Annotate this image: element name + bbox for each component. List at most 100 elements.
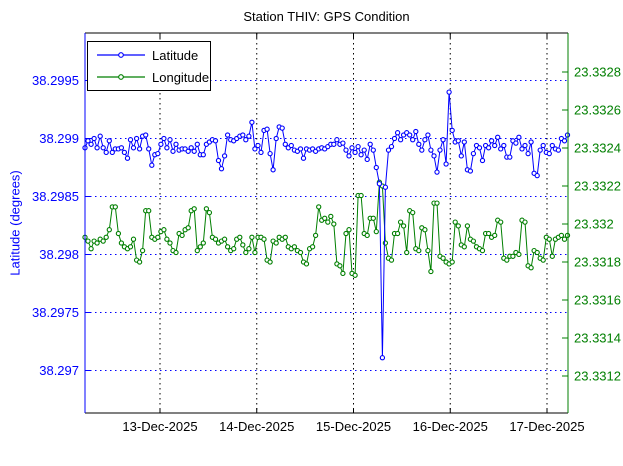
latitude-marker: [349, 145, 355, 151]
latitude-marker: [458, 153, 464, 159]
latitude-marker: [528, 139, 534, 145]
legend-item-longitude: Longitude: [96, 70, 210, 85]
latitude-marker: [501, 142, 507, 149]
longitude-marker: [479, 247, 486, 254]
longitude-marker: [337, 263, 343, 269]
longitude-marker: [237, 234, 243, 240]
latitude-marker: [449, 127, 455, 134]
latitude-marker: [264, 126, 270, 132]
latitude-marker: [388, 143, 395, 150]
latitude-marker: [419, 147, 425, 153]
latitude-marker: [425, 132, 431, 138]
latitude-marker: [361, 147, 367, 153]
right-tick-label: 23.3312: [574, 369, 621, 384]
latitude-marker: [218, 166, 225, 172]
longitude-marker: [252, 249, 258, 256]
longitude-marker: [528, 265, 534, 271]
longitude-marker: [297, 249, 304, 256]
latitude-marker: [540, 142, 546, 149]
longitude-marker: [400, 223, 407, 229]
latitude-marker: [94, 145, 100, 151]
longitude-marker: [212, 236, 219, 242]
latitude-marker: [212, 138, 219, 144]
latitude-marker: [428, 147, 434, 153]
longitude-marker: [249, 234, 255, 240]
right-tick-labels: 23.3328 23.3326 23.3324 23.3322 23.332 23.331…: [562, 65, 621, 384]
longitude-marker: [155, 234, 161, 240]
latitude-marker: [410, 137, 416, 143]
latitude-marker: [240, 132, 246, 138]
latitude-marker: [485, 145, 492, 151]
latitude-marker: [555, 147, 562, 153]
latitude-marker: [252, 146, 258, 152]
latitude-marker: [422, 137, 428, 143]
latitude-marker: [394, 130, 401, 136]
longitude-marker: [322, 215, 328, 221]
chart-title: Station THIV: GPS Condition: [243, 9, 410, 24]
latitude-marker: [297, 146, 304, 152]
longitude-marker: [370, 215, 376, 221]
latitude-marker: [397, 137, 404, 143]
longitude-marker: [224, 244, 231, 250]
longitude-marker: [194, 247, 200, 254]
latitude-marker: [88, 141, 94, 147]
latitude-marker: [173, 141, 179, 147]
right-tick-label: 23.3326: [574, 103, 621, 118]
longitude-marker: [312, 232, 319, 239]
longitude-marker: [558, 232, 565, 239]
latitude-marker: [200, 152, 206, 158]
longitude-marker: [516, 251, 522, 258]
latitude-marker: [164, 145, 170, 151]
longitude-marker: [440, 255, 446, 261]
longitude-line-sample-icon: [97, 74, 145, 80]
latitude-marker: [546, 150, 552, 157]
latitude-marker: [498, 146, 504, 152]
left-tick-label: 38.297: [39, 363, 79, 378]
longitude-marker: [267, 259, 273, 265]
latitude-marker: [97, 133, 103, 139]
longitude-marker: [291, 244, 298, 250]
longitude-marker: [231, 246, 237, 252]
longitude-marker: [498, 219, 504, 225]
latitude-marker: [161, 135, 167, 142]
latitude-marker: [534, 172, 540, 179]
latitude-marker: [100, 145, 106, 151]
longitude-marker: [340, 270, 346, 277]
latitude-marker: [352, 149, 358, 156]
longitude-marker: [510, 253, 516, 259]
legend-marker: [118, 74, 124, 80]
latitude-marker: [130, 145, 137, 151]
longitude-marker: [470, 238, 477, 244]
latitude-marker: [470, 150, 477, 157]
latitude-marker: [191, 148, 197, 154]
latitude-marker: [243, 137, 249, 143]
latitude-marker: [507, 154, 513, 160]
latitude-marker: [167, 137, 173, 143]
longitude-marker: [261, 236, 267, 242]
longitude-marker: [394, 230, 401, 237]
latitude-marker: [355, 143, 361, 150]
latitude-marker: [149, 162, 155, 168]
latitude-marker: [440, 137, 446, 143]
latitude-marker: [495, 134, 501, 140]
latitude-line-sample-icon: [97, 52, 145, 58]
latitude-marker: [249, 119, 255, 125]
latitude-marker: [488, 138, 495, 144]
latitude-marker: [185, 148, 191, 154]
latitude-marker: [525, 150, 531, 157]
longitude-marker: [364, 232, 370, 239]
longitude-marker: [130, 236, 137, 242]
latitude-marker: [537, 147, 543, 153]
latitude-marker: [300, 155, 307, 161]
latitude-marker: [136, 146, 143, 152]
right-tick-label: 23.3324: [574, 141, 621, 156]
longitude-marker: [549, 253, 555, 259]
x-tick-label: 16-Dec-2025: [413, 419, 488, 434]
longitude-marker: [325, 219, 331, 225]
longitude-series: [82, 179, 571, 278]
longitude-marker: [358, 192, 364, 199]
right-tick-label: 23.3316: [574, 293, 621, 308]
latitude-marker: [549, 142, 555, 149]
right-tick-label: 23.3328: [574, 65, 621, 80]
